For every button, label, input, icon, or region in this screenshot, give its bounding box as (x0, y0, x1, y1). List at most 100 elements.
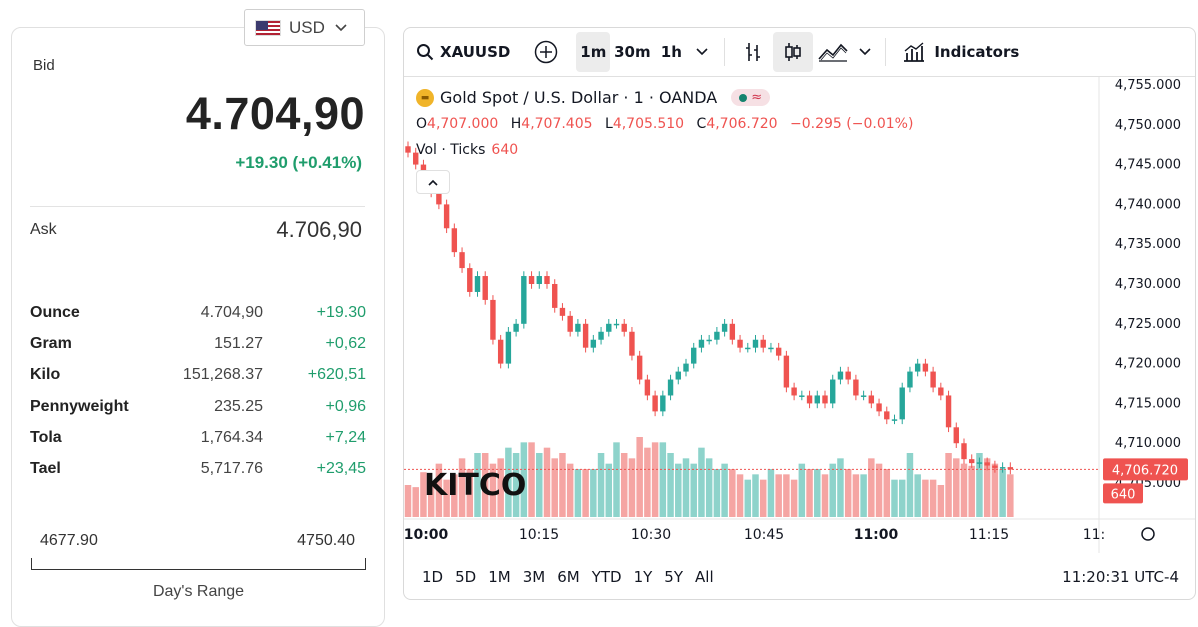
y-tick-label: 4,745.000 (1115, 158, 1181, 173)
area-style-button[interactable] (813, 32, 853, 72)
candle-body (698, 339, 705, 348)
chart-widget: XAUUSD 1m 30m 1h Indicators ▬ Gol (403, 27, 1196, 600)
unit-change: +23,45 (316, 460, 366, 478)
chevron-down-icon (696, 48, 708, 56)
compare-symbol-button[interactable] (530, 32, 562, 72)
volume-bar (837, 458, 844, 517)
range-5y[interactable]: 5Y (664, 568, 684, 586)
volume-bar (783, 474, 790, 517)
indicators-button[interactable]: Indicators (894, 32, 1027, 72)
candle-body (567, 315, 573, 332)
range-1y[interactable]: 1Y (633, 568, 653, 586)
candle-body (505, 331, 512, 364)
candle-body (853, 379, 859, 396)
y-tick-label: 4,710.000 (1115, 436, 1181, 451)
candle-body (474, 276, 481, 292)
currency-label: USD (289, 17, 325, 37)
volume-bar (620, 453, 628, 517)
unit-row-tael: Tael 5,717.76 +23,45 (30, 453, 366, 484)
market-status-badge[interactable]: ≈ (731, 89, 771, 106)
candle-body (876, 403, 882, 412)
volume-bar (505, 447, 512, 517)
area-chart-icon (818, 43, 848, 62)
bid-change: +19.30 (+0.41%) (235, 153, 362, 172)
unit-change: +19.30 (316, 303, 366, 321)
candles-style-button[interactable] (773, 32, 814, 72)
kitco-watermark: KITCO (424, 468, 526, 503)
ohlc-high-key: H (510, 116, 522, 132)
chevron-down-icon (859, 48, 871, 56)
volume-bar (829, 463, 836, 517)
range-1m[interactable]: 1M (488, 568, 511, 586)
volume-bar (906, 453, 914, 517)
ohlc-change: −0.295 (−0.01%) (790, 116, 914, 132)
candle-body (752, 339, 759, 348)
unit-row-kilo: Kilo 151,268.37 +620,51 (30, 360, 366, 391)
candle-body (914, 363, 921, 372)
candle-body (706, 339, 712, 342)
days-range-low: 4677.90 (40, 532, 98, 549)
volume-bar (435, 463, 443, 517)
unit-name: Ounce (30, 303, 80, 321)
ohlc-low-key: L (605, 116, 613, 132)
plus-circle-icon (535, 40, 558, 64)
range-1d[interactable]: 1D (422, 568, 444, 586)
price-chart[interactable]: 4,755.000 4,750.000 4,745.000 4,740.000 4,73… (404, 77, 1196, 600)
candle-body (907, 371, 913, 388)
candle-body (552, 284, 558, 308)
chart-legend-title[interactable]: ▬ Gold Spot / U.S. Dollar · 1 · OANDA ≈ (416, 88, 771, 107)
unit-name: Pennyweight (30, 397, 129, 415)
quote-card (11, 27, 385, 627)
chart-style-dropdown[interactable] (853, 32, 877, 72)
volume-bar (937, 485, 945, 517)
candle-body (721, 323, 728, 332)
ask-label: Ask (30, 221, 57, 238)
volume-bar (968, 465, 975, 517)
range-3m[interactable]: 3M (522, 568, 546, 586)
y-tick-label: 4,735.000 (1115, 237, 1181, 252)
candle-body (961, 443, 967, 460)
unit-row-gram: Gram 151.27 +0,62 (30, 328, 366, 359)
volume-legend: Vol · Ticks 640 (416, 142, 518, 158)
unit-price: 4.704,90 (200, 303, 263, 321)
candle-body (760, 339, 766, 348)
candle-body (1007, 467, 1014, 470)
volume-bar (953, 458, 960, 517)
candle-body (490, 299, 496, 340)
interval-1h[interactable]: 1h (660, 43, 682, 61)
volume-bar (814, 469, 821, 517)
collapse-legend-button[interactable] (416, 170, 450, 194)
volume-bar (929, 479, 937, 517)
volume-bar (536, 453, 543, 517)
candle-body (938, 387, 944, 396)
interval-1m[interactable]: 1m (576, 32, 611, 72)
symbol-search-button[interactable]: XAUUSD (416, 32, 530, 72)
candle-body (891, 419, 898, 421)
x-tick-label: 10:00 (404, 527, 449, 543)
chart-clock[interactable]: 11:20:31 UTC-4 (1062, 568, 1179, 586)
candle-body (775, 347, 782, 356)
volume-bar (983, 458, 991, 517)
candle-body (814, 395, 820, 404)
candle-body (799, 395, 805, 397)
range-all[interactable]: All (695, 568, 714, 586)
bar-style-button[interactable] (733, 32, 773, 72)
range-5d[interactable]: 5D (455, 568, 477, 586)
volume-bar (860, 474, 867, 517)
candle-body (405, 146, 411, 153)
currency-select[interactable]: USD (244, 9, 365, 46)
unit-name: Tola (30, 428, 62, 446)
interval-30m[interactable]: 30m (614, 43, 651, 61)
ohlc-close: 4,706.720 (706, 116, 778, 132)
volume-bar (705, 458, 713, 517)
bid-value: 4.704,90 (185, 88, 365, 139)
volume-legend-label: Vol · Ticks (416, 142, 486, 158)
candle-body (544, 276, 550, 284)
candle-body (582, 323, 589, 348)
range-ytd[interactable]: YTD (591, 568, 622, 586)
interval-dropdown[interactable] (688, 32, 716, 72)
unit-row-pennyweight: Pennyweight 235.25 +0,96 (30, 391, 366, 422)
volume-bar (528, 442, 535, 517)
range-6m[interactable]: 6M (557, 568, 580, 586)
candle-body (482, 276, 488, 300)
